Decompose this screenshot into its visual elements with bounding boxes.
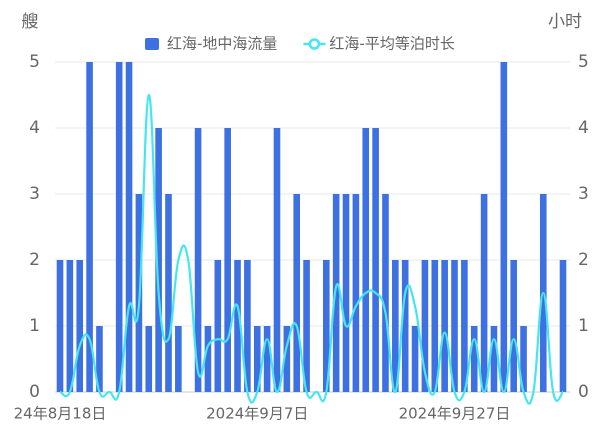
bar [283, 326, 291, 392]
y-tick-label: 2 [29, 250, 40, 270]
y2-axis-label: 小时 [548, 12, 582, 32]
bar [175, 326, 182, 392]
bar [96, 326, 103, 392]
bar [352, 194, 360, 392]
bar [115, 62, 123, 392]
bar [461, 260, 468, 392]
y2-tick-label: 5 [578, 52, 589, 72]
y-tick-label: 3 [29, 184, 40, 204]
bar [559, 260, 567, 392]
y2-tick-label: 0 [578, 382, 589, 402]
bar [332, 194, 340, 392]
bar [86, 62, 93, 392]
bar [263, 326, 271, 392]
bar [441, 260, 448, 392]
bar [145, 326, 153, 392]
bar [253, 326, 261, 392]
y2-tick-label: 4 [578, 118, 589, 138]
bar [342, 194, 350, 392]
bar [490, 326, 498, 392]
x-tick-label: 2024年9月7日 [206, 405, 308, 423]
bar [244, 260, 251, 392]
bar [372, 128, 379, 392]
legend-swatch [145, 38, 159, 50]
bar [66, 260, 74, 392]
legend-label: 红海-地中海流量 [167, 35, 277, 53]
bar [362, 128, 370, 392]
bar [56, 260, 64, 392]
bar [125, 62, 133, 392]
bar [510, 260, 517, 392]
bar [411, 326, 419, 392]
y2-tick-label: 3 [578, 184, 589, 204]
legend: 红海-地中海流量 红海-平均等泊时长 [145, 35, 455, 53]
line [59, 93, 565, 405]
bar [520, 326, 527, 392]
bar [431, 260, 439, 392]
y-tick-label: 4 [29, 118, 40, 138]
y-tick-label: 1 [29, 316, 40, 336]
y-tick-label: 0 [29, 382, 40, 402]
legend-marker [308, 38, 321, 50]
bar [155, 128, 162, 392]
x-tick-label: 24年8月18日 [14, 405, 107, 423]
bar [273, 128, 281, 392]
bar [204, 326, 212, 392]
bar [214, 260, 222, 392]
bar [234, 260, 241, 392]
bar [194, 128, 202, 392]
legend-label: 红海-平均等泊时长 [329, 35, 454, 53]
bar [401, 260, 409, 392]
bar [224, 128, 231, 392]
bar [76, 260, 84, 392]
bar [392, 260, 399, 392]
bar [293, 194, 301, 392]
bar [451, 260, 458, 392]
y2-tick-label: 2 [578, 250, 589, 270]
bar [421, 260, 429, 392]
bar [322, 260, 330, 392]
x-tick-label: 2024年9月27日 [399, 405, 511, 423]
bar [382, 194, 389, 392]
bar [500, 62, 508, 392]
bar [470, 326, 478, 392]
bar [303, 260, 310, 392]
y2-tick-label: 1 [578, 316, 589, 336]
y-axis-label: 艘 [22, 12, 39, 32]
bar [480, 194, 488, 392]
y-tick-label: 5 [29, 52, 40, 72]
bar [165, 194, 172, 392]
